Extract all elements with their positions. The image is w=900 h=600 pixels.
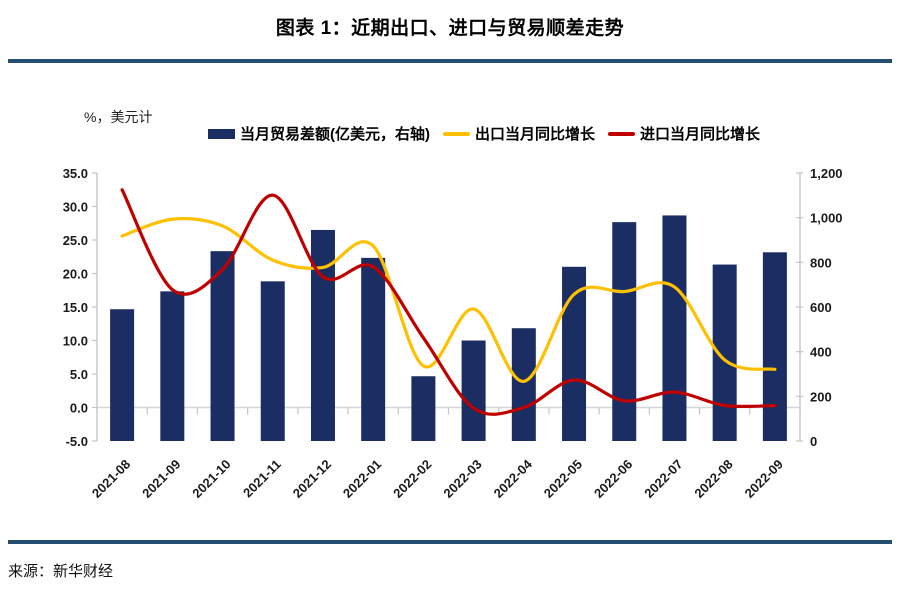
right-axis-tick-label: 600 [810, 300, 832, 315]
legend-item-trade-balance: 当月贸易差额(亿美元，右轴) [208, 123, 430, 144]
x-axis-label: 2022-05 [541, 457, 585, 501]
bar-2021-12 [310, 229, 335, 441]
top-divider-rule [8, 59, 892, 63]
right-axis-tick-label: 0 [810, 434, 817, 449]
legend-label-trade-balance: 当月贸易差额(亿美元，右轴) [240, 126, 430, 143]
left-axis-tick-label: 0.0 [70, 401, 88, 416]
left-axis-unit-note: %，美元计 [84, 109, 153, 125]
x-axis-label: 2022-04 [491, 456, 536, 501]
bar-2021-11 [260, 281, 285, 441]
legend-item-export-growth: 出口当月同比增长 [443, 123, 595, 144]
left-axis-tick-label: 15.0 [63, 300, 88, 315]
trade-balance-bar-swatch-icon [208, 128, 235, 139]
import-line-swatch-icon [608, 131, 636, 136]
bar-2022-07 [662, 215, 687, 441]
x-axis-label: 2021-08 [89, 457, 133, 501]
left-axis-tick-label: 20.0 [63, 267, 88, 282]
bar-2021-09 [160, 291, 185, 441]
x-axis-label: 2021-09 [139, 457, 183, 501]
bar-2022-06 [612, 222, 637, 441]
left-axis-tick-label: 5.0 [70, 367, 88, 382]
export-line-swatch-icon [443, 131, 470, 136]
chart-legend: 当月贸易差额(亿美元，右轴) 出口当月同比增长 进口当月同比增长 [208, 123, 760, 144]
import-growth-line [120, 188, 777, 416]
legend-item-import-growth: 进口当月同比增长 [608, 123, 760, 144]
bar-2022-01 [361, 257, 386, 441]
x-axis-label: 2021-10 [189, 457, 233, 501]
x-axis-label: 2021-12 [290, 457, 334, 501]
right-axis-tick-label: 800 [810, 255, 832, 270]
right-axis-tick-label: 1,200 [810, 166, 843, 181]
x-axis-label: 2022-01 [340, 457, 384, 501]
x-axis-label: 2022-02 [390, 457, 434, 501]
bar-2022-04 [511, 328, 536, 441]
right-axis-tick-label: 1,000 [810, 211, 843, 226]
left-axis-tick-label: 10.0 [63, 334, 88, 349]
left-axis-tick-label: -5.0 [66, 434, 88, 449]
right-axis-tick-label: 400 [810, 345, 832, 360]
left-axis-tick-label: 35.0 [63, 166, 88, 181]
bar-2021-10 [210, 251, 235, 441]
x-axis-label: 2022-08 [691, 457, 735, 501]
legend-label-import-growth: 进口当月同比增长 [640, 126, 761, 143]
left-axis-tick-label: 30.0 [63, 200, 88, 215]
source-note: 来源：新华财经 [8, 563, 114, 580]
bar-2022-09 [762, 252, 787, 441]
bar-2022-03 [461, 340, 486, 441]
legend-label-export-growth: 出口当月同比增长 [475, 126, 596, 143]
right-axis-tick-label: 200 [810, 389, 832, 404]
left-axis-tick-label: 25.0 [63, 233, 88, 248]
export-growth-line [120, 217, 777, 383]
x-axis-label: 2022-03 [440, 457, 484, 501]
x-axis-label: 2022-07 [641, 457, 685, 501]
bar-2021-08 [110, 309, 135, 441]
x-axis-label: 2022-06 [591, 457, 635, 501]
bar-2022-02 [411, 376, 436, 441]
x-axis-label: 2021-11 [240, 457, 284, 501]
bottom-divider-rule [8, 540, 892, 544]
x-axis-label: 2022-09 [742, 457, 786, 501]
page-title: 图表 1：近期出口、进口与贸易顺差走势 [275, 18, 625, 39]
